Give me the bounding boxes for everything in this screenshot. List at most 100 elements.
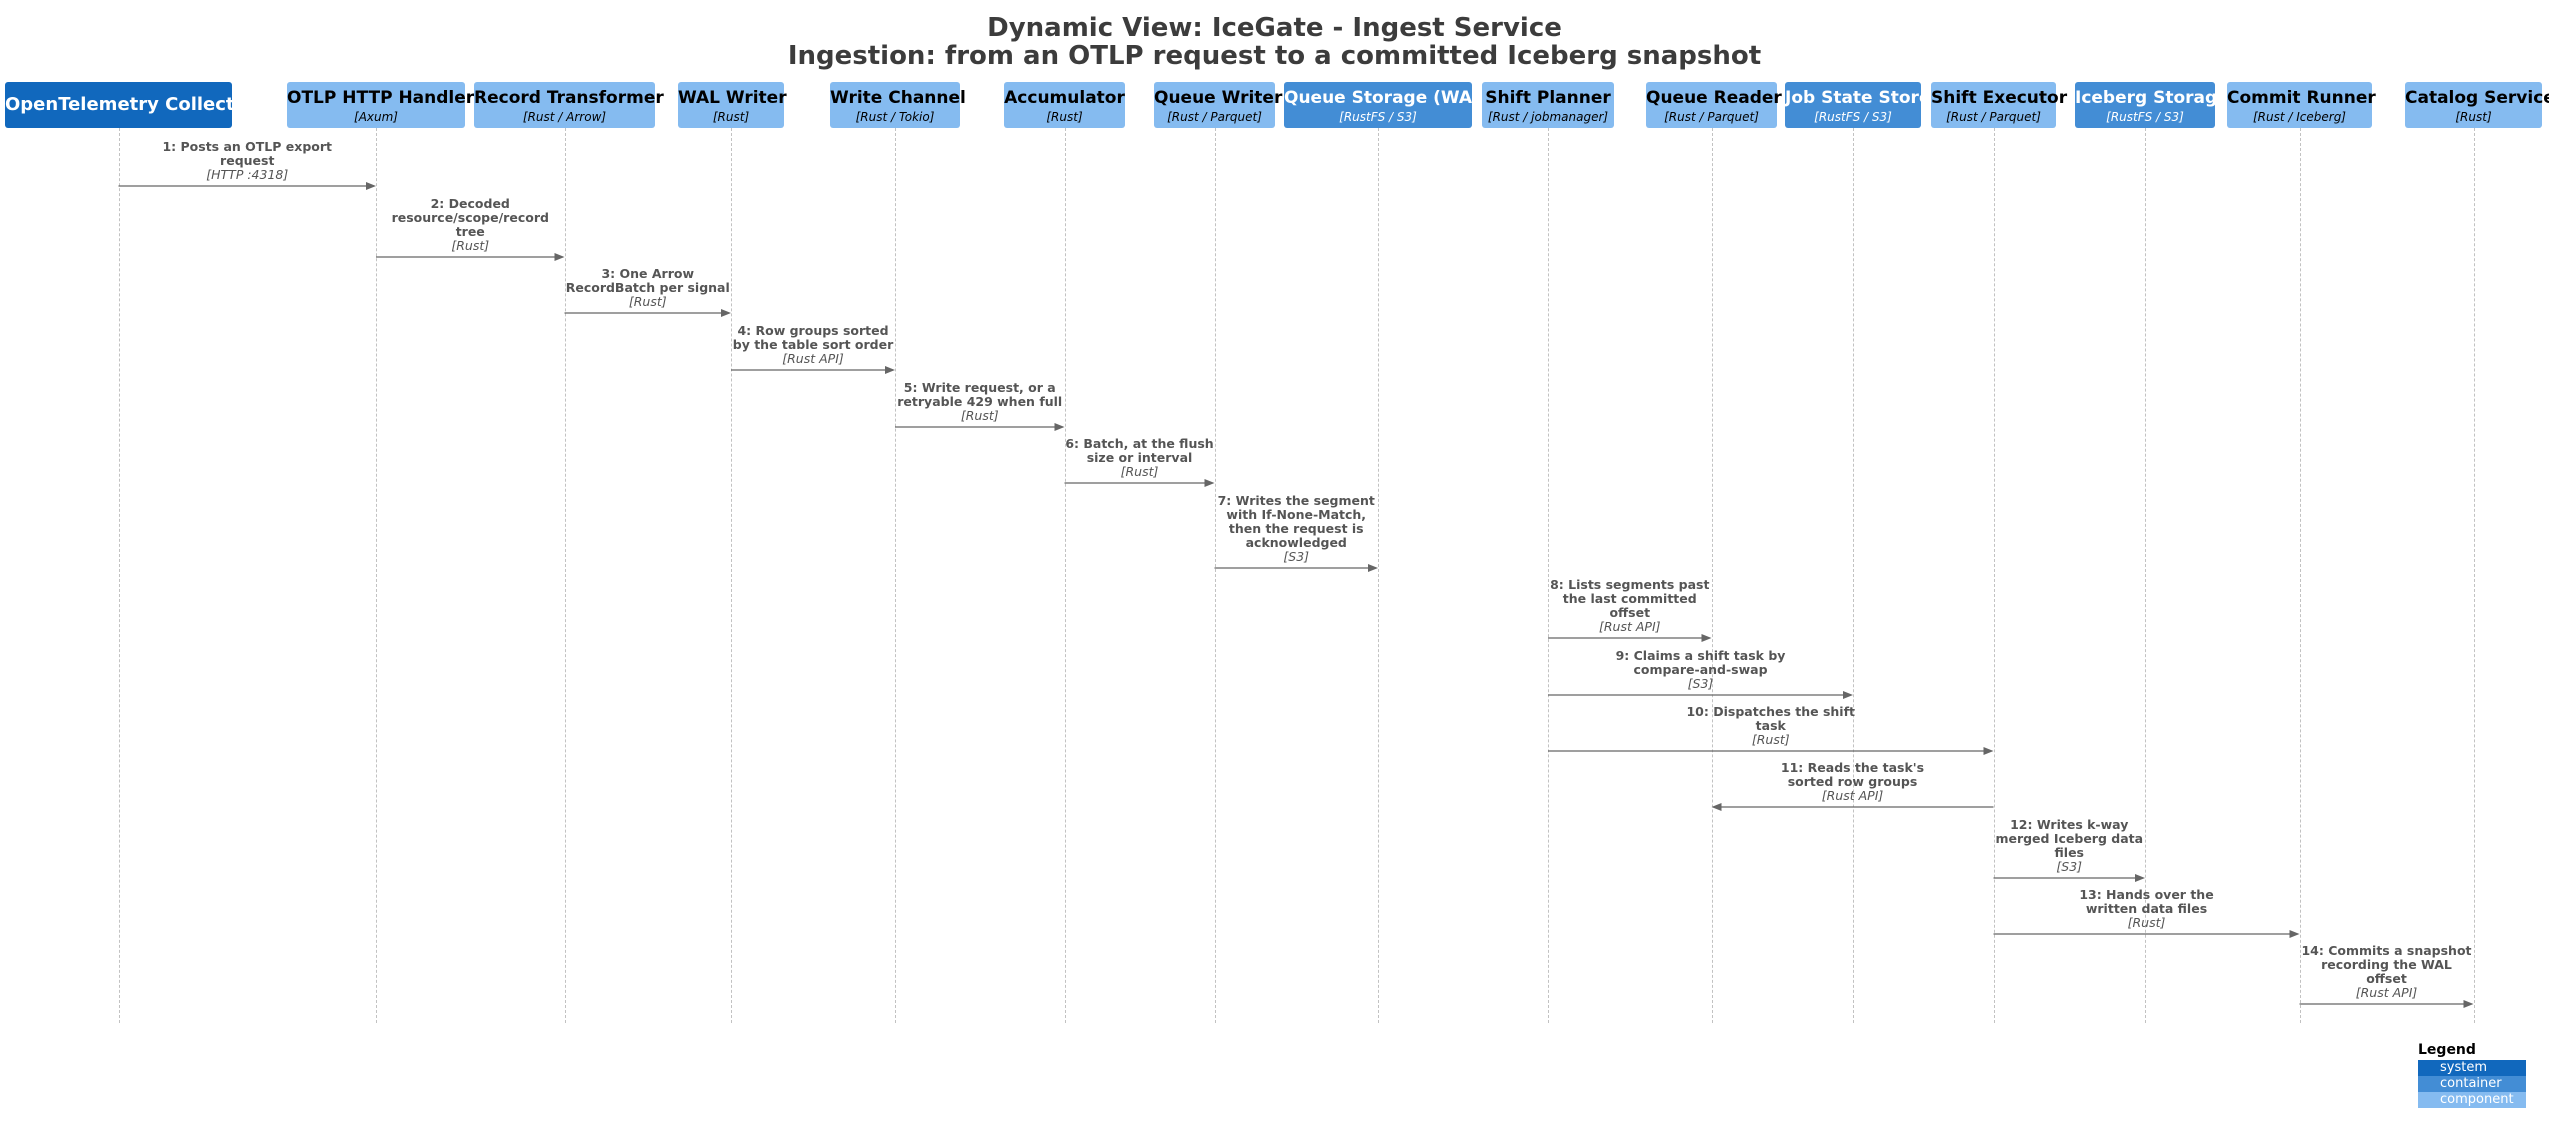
lifeline-otlp-http-handler — [376, 128, 377, 1023]
arrowhead-icon — [554, 253, 565, 261]
message-description: compare-and-swap — [1633, 662, 1768, 677]
lifeline-job-state-store — [1853, 128, 1854, 1023]
message-description: 11: Reads the task's — [1780, 760, 1925, 775]
lifeline-opentelemetry-collector-sdk — [118, 128, 120, 1023]
participant-catalog-service: Catalog Service [Rust] — [2405, 82, 2549, 128]
participant-technology: [Rust / jobmanager] — [1487, 110, 1609, 124]
message-technology: [Rust API] — [782, 351, 844, 366]
participant-queue-storage-wal: Queue Storage (WAL) [RustFS / S3] — [1284, 82, 1491, 128]
participant-wal-writer: WAL Writer [Rust] — [678, 82, 787, 128]
message-technology: [Rust] — [1751, 732, 1790, 747]
participant-name: Queue Reader — [1646, 88, 1782, 108]
legend-item-container: container — [2418, 1076, 2526, 1092]
arrowhead-icon — [885, 366, 895, 374]
legend-item-system: system — [2418, 1060, 2526, 1076]
message-description: 2: Decoded — [430, 196, 510, 211]
message-technology: [S3] — [1687, 676, 1714, 691]
message-description: resource/scope/record — [391, 210, 549, 225]
message-technology: [Rust] — [960, 408, 999, 423]
participant-name: Shift Planner — [1485, 88, 1611, 108]
participant-iceberg-storage: Iceberg Storage [RustFS / S3] — [2075, 82, 2229, 128]
participant-name: Commit Runner — [2227, 88, 2376, 108]
message-description: 10: Dispatches the shift — [1686, 704, 1856, 719]
participant-technology: [RustFS / S3] — [1339, 110, 1417, 124]
message-description: 8: Lists segments past — [1550, 577, 1710, 592]
arrowhead-icon — [2289, 930, 2300, 938]
message-technology: [Rust] — [628, 294, 667, 309]
legend-item-component: component — [2418, 1092, 2526, 1108]
message-description: 13: Hands over the — [2079, 887, 2214, 902]
diagram-title: Dynamic View: IceGate - Ingest Service — [987, 13, 1562, 43]
lifeline-queue-writer — [1214, 128, 1216, 1023]
message-description: 4: Row groups sorted — [737, 323, 889, 338]
lifeline-catalog-service — [2473, 128, 2475, 1023]
participant-technology: [Rust / Parquet] — [1946, 110, 2041, 124]
participant-name: WAL Writer — [678, 88, 787, 108]
participant-queue-writer: Queue Writer [Rust / Parquet] — [1154, 82, 1283, 128]
message-description: 5: Write request, or a — [903, 380, 1056, 395]
message-technology: [Rust] — [451, 238, 490, 253]
participant-name: OTLP HTTP Handler — [287, 88, 475, 108]
message-description: 12: Writes k-way — [2010, 817, 2129, 832]
lifeline-iceberg-storage — [2145, 128, 2146, 1023]
message-label-10: 10: Dispatches the shift task [Rust] — [1676, 705, 1866, 747]
message-description: 1: Posts an OTLP export — [162, 139, 333, 154]
participant-shift-executor: Shift Executor [Rust / Parquet] — [1931, 82, 2067, 128]
lifeline-accumulator — [1064, 128, 1066, 1023]
message-label-1: 1: Posts an OTLP export request [HTTP :431… — [152, 140, 342, 182]
message-description: the last committed — [1562, 591, 1697, 606]
participant-shift-planner: Shift Planner [Rust / jobmanager] — [1482, 82, 1614, 128]
participant-name: Accumulator — [1004, 88, 1125, 108]
message-description: by the table sort order — [732, 337, 894, 352]
message-description: merged Iceberg data — [1995, 831, 2144, 846]
arrowhead-icon — [721, 309, 731, 317]
message-label-9: 9: Claims a shift task by compare-and-swa… — [1606, 649, 1796, 691]
message-label-14: 14: Commits a snapshot recording the WAL o… — [2292, 944, 2482, 1000]
participant-technology: [RustFS / S3] — [2106, 110, 2184, 124]
arrowhead-icon — [2463, 1000, 2474, 1008]
lifeline-queue-storage-wal — [1378, 128, 1379, 1023]
participant-technology: [Rust] — [2455, 110, 2492, 124]
lifeline-record-transformer — [564, 128, 566, 1023]
arrowhead-icon — [1204, 479, 1215, 487]
participant-name: Job State Store — [1785, 88, 1931, 108]
participant-technology: [Rust / Parquet] — [1664, 110, 1759, 124]
message-technology: [Rust API] — [1598, 619, 1661, 634]
message-label-8: 8: Lists segments past the last committed… — [1535, 578, 1725, 634]
participant-name: Catalog Service — [2405, 88, 2549, 108]
arrowhead-icon — [2135, 874, 2145, 882]
participant-technology: [RustFS / S3] — [1814, 110, 1892, 124]
message-description: with If-None-Match, — [1226, 507, 1367, 522]
message-description: offset — [1609, 605, 1651, 620]
message-technology: [Rust API] — [2355, 985, 2418, 1000]
arrowhead-icon — [1701, 634, 1712, 642]
message-label-4: 4: Row groups sorted by the table sort or… — [718, 324, 908, 366]
lifeline-shift-executor — [1993, 128, 1995, 1023]
legend-title: Legend — [2418, 1042, 2476, 1058]
participant-technology: [Rust] — [712, 110, 750, 124]
participant-technology: [Rust / Tokio] — [855, 110, 935, 124]
participant-technology: [Rust] — [1046, 110, 1083, 124]
participant-name: Record Transformer — [474, 88, 664, 108]
participant-job-state-store: Job State Store [RustFS / S3] — [1785, 82, 1931, 128]
lifeline-wal-writer — [731, 128, 732, 1023]
participant-name: Write Channel — [830, 88, 966, 108]
message-label-12: 12: Writes k-way merged Iceberg data files… — [1974, 818, 2164, 874]
message-description: offset — [2366, 971, 2407, 986]
participant-commit-runner: Commit Runner [Rust / Iceberg] — [2227, 82, 2376, 128]
message-description: task — [1755, 718, 1786, 733]
message-description: retryable 429 when full — [897, 394, 1063, 409]
message-technology: [Rust API] — [1821, 788, 1884, 803]
message-label-7: 7: Writes the segment with If-None-Match,… — [1201, 494, 1391, 564]
message-description: size or interval — [1086, 450, 1193, 465]
arrowhead-icon — [1368, 564, 1378, 572]
participant-accumulator: Accumulator [Rust] — [1004, 82, 1125, 128]
message-technology: [S3] — [1283, 549, 1310, 564]
message-description: files — [2054, 845, 2084, 860]
lifeline-shift-planner — [1548, 128, 1549, 1023]
participant-queue-reader: Queue Reader [Rust / Parquet] — [1646, 82, 1782, 128]
message-description: acknowledged — [1245, 535, 1347, 550]
message-label-6: 6: Batch, at the flush size or interval [R… — [1045, 437, 1235, 479]
participant-name: Queue Writer — [1154, 88, 1283, 108]
participant-otlp-http-handler: OTLP HTTP Handler [Axum] — [287, 82, 475, 128]
